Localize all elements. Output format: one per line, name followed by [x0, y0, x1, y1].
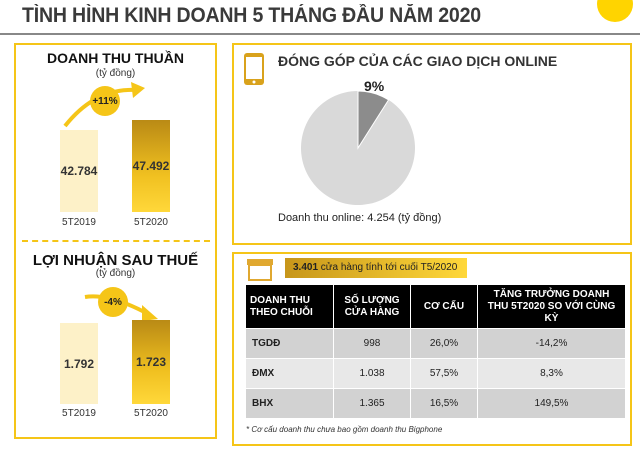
- header-growth: TĂNG TRƯỞNG DOANH THU 5T2020 SO VỚI CÙNG…: [477, 284, 626, 329]
- cell: ĐMX: [245, 358, 334, 389]
- cell: 1.365: [333, 388, 411, 419]
- cell: 149,5%: [477, 388, 626, 419]
- profit-unit: (tỷ đồng): [95, 268, 136, 279]
- left-panel: [14, 43, 217, 439]
- store-icon: [247, 259, 273, 281]
- profit-bar-2019: 1.792: [60, 323, 98, 404]
- cell: 998: [333, 328, 411, 359]
- table-header: DOANH THU THEO CHUỖI SỐ LƯỢNG CỬA HÀNG C…: [245, 284, 626, 329]
- cell: 1.038: [333, 358, 411, 389]
- footnote: * Cơ cấu doanh thu chưa bao gồm doanh th…: [246, 425, 443, 434]
- online-caption: Doanh thu online: 4.254 (tỷ đồng): [278, 212, 442, 224]
- cell: BHX: [245, 388, 334, 419]
- revenue-label-2019: 5T2019: [62, 217, 96, 228]
- online-percent: 9%: [364, 78, 385, 94]
- phone-cart-icon: [244, 53, 264, 85]
- page-title: TÌNH HÌNH KINH DOANH 5 THÁNG ĐẦU NĂM 202…: [22, 4, 481, 27]
- header-structure: CƠ CẤU: [410, 284, 478, 329]
- cell: 26,0%: [410, 328, 478, 359]
- header-count: SỐ LƯỢNG CỬA HÀNG: [333, 284, 411, 329]
- store-count: 3.401: [293, 262, 319, 273]
- divider: [0, 33, 640, 35]
- cell: TGDĐ: [245, 328, 334, 359]
- store-count-text: cửa hàng tính tới cuối T5/2020: [318, 262, 458, 273]
- stores-table: DOANH THU THEO CHUỖI SỐ LƯỢNG CỬA HÀNG C…: [245, 284, 626, 419]
- cell: 57,5%: [410, 358, 478, 389]
- store-count-banner: 3.401 cửa hàng tính tới cuối T5/2020: [285, 258, 467, 278]
- revenue-bar-2020: 47.492: [132, 120, 170, 212]
- table-row: ĐMX 1.038 57,5% 8,3%: [245, 358, 626, 389]
- revenue-title: DOANH THU THUẦN: [47, 50, 184, 66]
- revenue-bar-2019: 42.784: [60, 130, 98, 212]
- profit-growth-badge: -4%: [98, 287, 128, 317]
- logo: [597, 0, 633, 22]
- header-chain: DOANH THU THEO CHUỖI: [245, 284, 334, 329]
- panel-divider: [22, 240, 210, 242]
- profit-label-2020: 5T2020: [134, 408, 168, 419]
- stores-panel: [232, 252, 632, 446]
- online-panel: [232, 43, 632, 245]
- online-title: ĐÓNG GÓP CỦA CÁC GIAO DỊCH ONLINE: [278, 53, 558, 69]
- cell: 16,5%: [410, 388, 478, 419]
- profit-title: LỢI NHUẬN SAU THUẾ: [32, 252, 199, 269]
- profit-bar-2020: 1.723: [132, 320, 170, 404]
- profit-label-2019: 5T2019: [62, 408, 96, 419]
- revenue-label-2020: 5T2020: [134, 217, 168, 228]
- table-row: BHX 1.365 16,5% 149,5%: [245, 388, 626, 419]
- cell: -14,2%: [477, 328, 626, 359]
- table-row: TGDĐ 998 26,0% -14,2%: [245, 328, 626, 359]
- pie-slice-online: [357, 90, 390, 150]
- cell: 8,3%: [477, 358, 626, 389]
- revenue-growth-badge: +11%: [90, 86, 120, 116]
- revenue-unit: (tỷ đồng): [95, 68, 136, 79]
- online-pie: [301, 90, 415, 205]
